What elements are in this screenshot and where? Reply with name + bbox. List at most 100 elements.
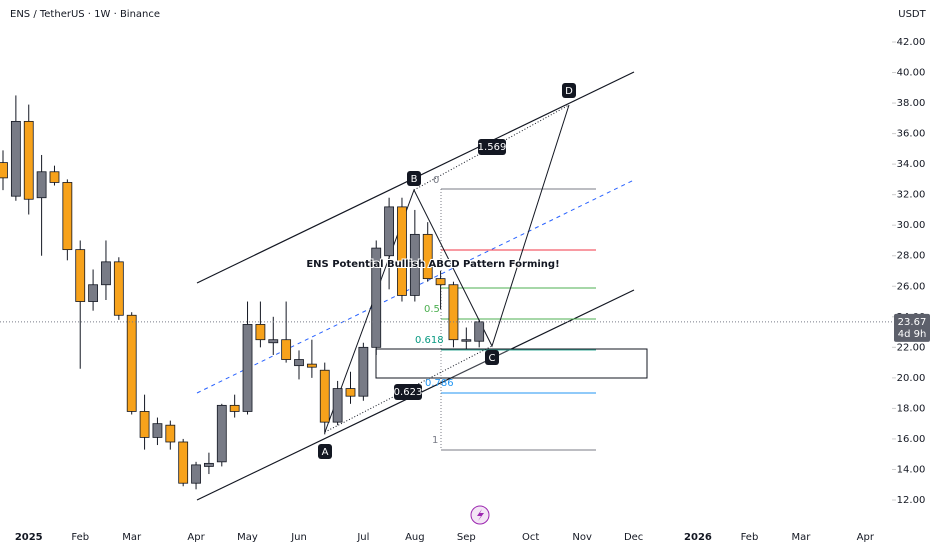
candle-body <box>88 284 98 302</box>
currency: USDT <box>898 9 926 20</box>
candle-body <box>0 162 8 179</box>
last-price-badge <box>894 313 930 342</box>
candle-body <box>62 182 73 251</box>
candle-body <box>49 171 60 183</box>
x-tick-label: Apr <box>187 532 205 543</box>
drawings <box>196 71 648 501</box>
candle-body <box>474 321 485 342</box>
y-tick-label: 20.00 <box>897 373 926 384</box>
fib-label: 1 <box>432 435 438 446</box>
x-tick-label: May <box>237 532 258 543</box>
x-tick-label: Oct <box>522 532 539 543</box>
candle-body <box>358 346 369 397</box>
y-tick-label: 16.00 <box>897 434 926 445</box>
x-tick-label: Apr <box>857 532 875 543</box>
y-tick-label: 12.00 <box>897 495 926 506</box>
candle-body <box>152 423 163 438</box>
y-tick-label: 34.00 <box>897 159 926 170</box>
candle-body <box>319 369 330 423</box>
candle-body <box>139 411 150 438</box>
y-tick-label: 40.00 <box>897 68 926 79</box>
candle-body <box>448 284 459 341</box>
candle-body <box>422 233 433 280</box>
candle-body <box>191 464 201 484</box>
candle-body <box>306 363 317 368</box>
candle-body <box>204 462 214 467</box>
candle-body <box>75 249 86 302</box>
y-tick-label: 42.00 <box>897 37 926 48</box>
y-tick-label: 14.00 <box>897 464 926 475</box>
candle-body <box>345 388 356 397</box>
x-tick-label: Mar <box>792 532 812 543</box>
point-badge <box>562 83 576 98</box>
x-tick-label: Feb <box>71 532 89 543</box>
ratio-label: 1.569 <box>478 142 507 153</box>
point-badge <box>318 444 332 459</box>
labels: ENS / TetherUS · 1W · Binance USDT ENS P… <box>10 9 927 525</box>
x-tick-label: Mar <box>122 532 142 543</box>
abcd-path <box>324 104 570 433</box>
candle-body <box>435 278 446 286</box>
candle-body <box>23 120 34 200</box>
y-tick-label: 30.00 <box>897 220 926 231</box>
candle-body <box>281 339 292 360</box>
countdown: 4d 9h <box>898 329 927 340</box>
candle-body <box>332 388 343 423</box>
x-tick-label: 2026 <box>684 532 712 543</box>
point-label: B <box>411 174 418 185</box>
ratio-label: 0.623 <box>394 387 423 398</box>
fib-label: 0.5 <box>424 304 440 315</box>
event-icon-bolt <box>477 509 484 521</box>
candle-body <box>36 171 47 199</box>
candle-body <box>126 314 137 412</box>
candle-body <box>113 261 124 316</box>
candle-body <box>384 206 395 257</box>
candle-body <box>294 359 304 367</box>
y-tick-label: 22.00 <box>897 342 926 353</box>
demand-zone <box>375 348 648 379</box>
candle-body <box>178 441 189 484</box>
header: ENS / TetherUS · 1W · Binance <box>10 9 160 20</box>
ratio-badge <box>394 384 422 400</box>
y-tick-label: 32.00 <box>897 190 926 201</box>
candle-body <box>101 261 111 286</box>
candle-body <box>371 247 382 348</box>
x-tick-label: 2025 <box>15 532 43 543</box>
candle-body <box>268 339 279 344</box>
bd-dotted <box>413 104 570 191</box>
y-tick-label: 38.00 <box>897 98 926 109</box>
candle-body <box>165 424 176 443</box>
y-tick-label: 28.00 <box>897 251 926 262</box>
x-tick-label: Feb <box>741 532 759 543</box>
x-tick-label: Jun <box>290 532 307 543</box>
candle-body <box>409 233 420 296</box>
x-tick-label: Dec <box>624 532 643 543</box>
chart-title: ENS Potential Bullish ABCD Pattern Formi… <box>306 259 559 270</box>
candle-body <box>255 324 266 341</box>
point-label: D <box>565 86 573 97</box>
point-label: A <box>322 447 329 458</box>
fib-label: 0.618 <box>415 335 444 346</box>
candle-body <box>216 404 227 463</box>
candles <box>0 95 485 490</box>
candle-body <box>10 120 21 197</box>
point-badge <box>407 171 421 186</box>
fib-label: 0.786 <box>425 378 454 389</box>
candle-body <box>229 404 240 412</box>
y-tick-label: 26.00 <box>897 281 926 292</box>
ratio-badge <box>478 139 506 155</box>
y-tick-label: 36.00 <box>897 129 926 140</box>
point-label: C <box>489 353 496 364</box>
candle-body <box>242 324 253 412</box>
x-tick-label: Jul <box>356 532 369 543</box>
x-tick-label: Nov <box>572 532 592 543</box>
last-price-label: 23.67 <box>898 317 927 328</box>
x-tick-label: Aug <box>405 532 425 543</box>
x-tick-label: Sep <box>457 532 476 543</box>
point-badge <box>485 350 499 365</box>
fib-label: 0 <box>433 175 439 186</box>
candle-body <box>397 206 407 296</box>
candle-body <box>461 339 472 342</box>
